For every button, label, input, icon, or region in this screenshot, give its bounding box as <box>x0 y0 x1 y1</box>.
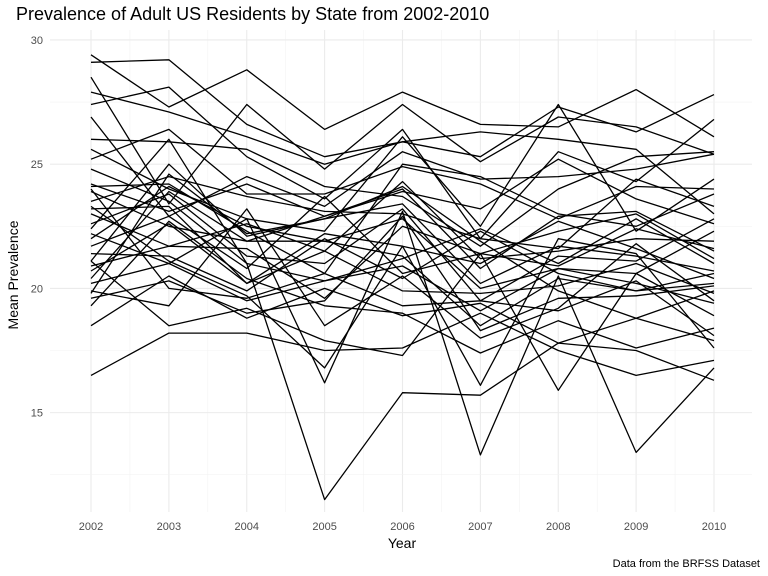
state-series-line <box>90 275 715 344</box>
series-lines <box>90 54 715 501</box>
x-tick-label: 2007 <box>468 521 492 533</box>
state-series-line <box>90 175 715 250</box>
state-series-line <box>90 252 715 391</box>
state-series-line <box>90 262 715 312</box>
state-series-line <box>90 225 715 299</box>
state-series-line <box>90 138 715 247</box>
state-series-line <box>90 116 715 217</box>
x-tick-label: 2003 <box>157 521 181 533</box>
x-tick-label: 2010 <box>702 521 726 533</box>
state-series-line <box>90 168 715 501</box>
state-series-line <box>90 158 715 225</box>
state-series-line <box>90 312 715 377</box>
state-series-line <box>90 103 715 232</box>
x-tick-label: 2009 <box>624 521 648 533</box>
state-series-line <box>90 185 715 290</box>
state-series-line <box>90 208 715 339</box>
state-series-line <box>90 173 715 319</box>
state-series-line <box>90 193 715 302</box>
tick-labels: 2002 2003 2004 2005 2006 2007 2008 2009 2010 15 20… <box>31 35 726 533</box>
x-tick-label: 2004 <box>235 521 259 533</box>
x-tick-label: 2006 <box>390 521 414 533</box>
y-axis-title: Mean Prevalence <box>5 220 21 329</box>
state-series-line <box>90 54 715 138</box>
state-series-line <box>90 188 715 337</box>
state-series-line <box>90 91 715 215</box>
grid-lines <box>50 30 752 512</box>
x-tick-label: 2005 <box>312 521 336 533</box>
state-series-line <box>90 138 715 282</box>
x-axis-title: Year <box>388 535 417 551</box>
state-series-line <box>90 210 715 456</box>
chart-title: Prevalence of Adult US Residents by Stat… <box>16 4 489 24</box>
state-series-line <box>90 163 715 285</box>
state-series-line <box>90 190 715 327</box>
state-series-line <box>90 230 715 292</box>
y-tick-label: 25 <box>31 159 43 171</box>
y-tick-label: 15 <box>31 408 43 420</box>
state-series-line <box>90 76 715 205</box>
state-series-line <box>90 195 715 275</box>
y-tick-label: 20 <box>31 283 43 295</box>
x-tick-label: 2008 <box>546 521 570 533</box>
state-series-line <box>90 220 715 354</box>
state-series-line <box>90 128 715 220</box>
state-series-line <box>90 223 715 295</box>
chart-caption: Data from the BRFSS Dataset <box>613 558 760 570</box>
y-tick-label: 30 <box>31 35 43 47</box>
x-tick-label: 2002 <box>79 521 103 533</box>
state-series-line <box>90 180 715 260</box>
